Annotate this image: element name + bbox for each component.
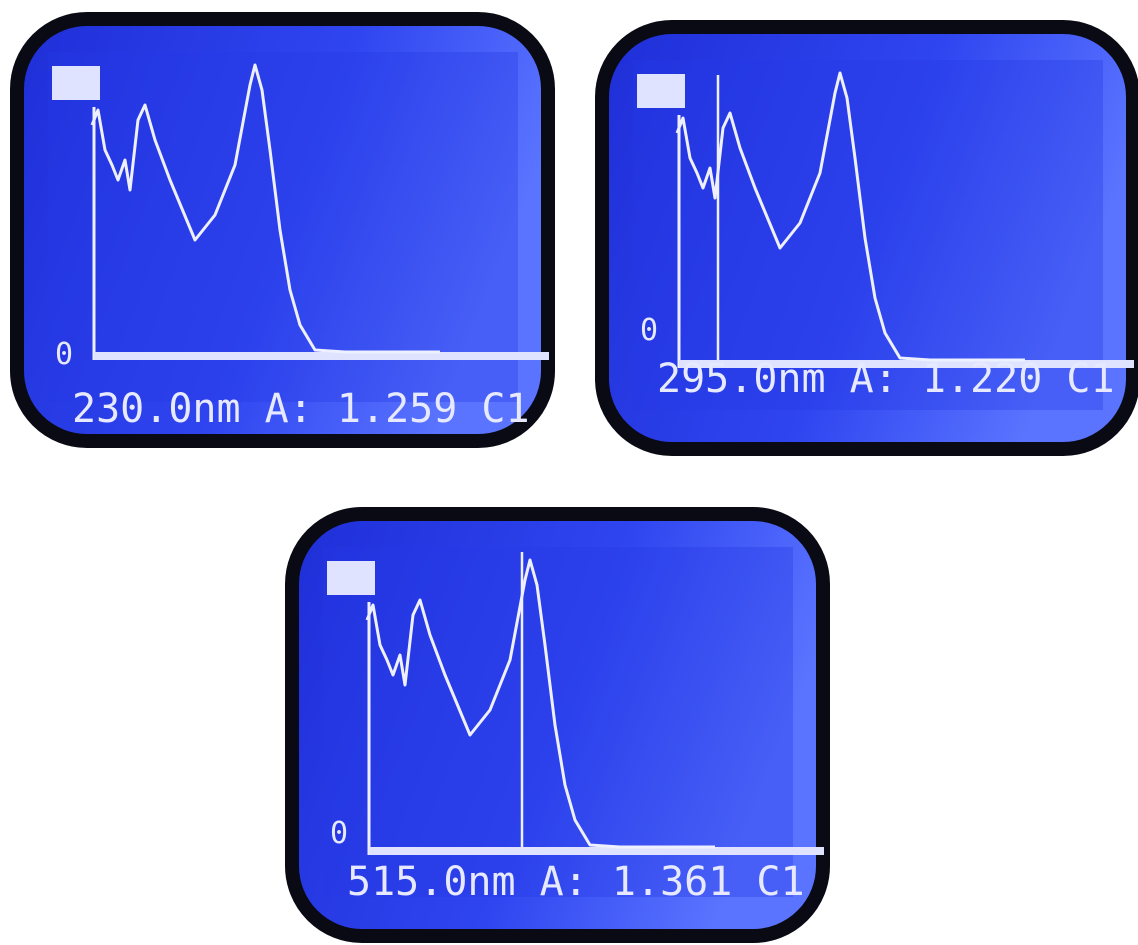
screen-1: 0 230.0nm A: 1.259 C1 [17, 19, 549, 441]
zero-label: 0 [55, 337, 73, 372]
screen-2: 0 295.0nm A: 1.220 C1 [602, 27, 1134, 449]
zero-label: 0 [330, 816, 348, 851]
screen-3: 0 515.0nm A: 1.361 C1 [292, 514, 824, 936]
page: 0 230.0nm A: 1.259 C1 0 295.0nm A: 1.220… [0, 0, 1138, 945]
status-line: 515.0nm A: 1.361 C1 [347, 859, 805, 905]
screenshot: 0 230.0nm A: 1.259 C1 0 295.0nm A: 1.220… [0, 0, 1138, 945]
zero-label: 0 [640, 313, 658, 348]
status-line: 230.0nm A: 1.259 C1 [72, 386, 530, 432]
status-line: 295.0nm A: 1.220 C1 [657, 356, 1115, 402]
